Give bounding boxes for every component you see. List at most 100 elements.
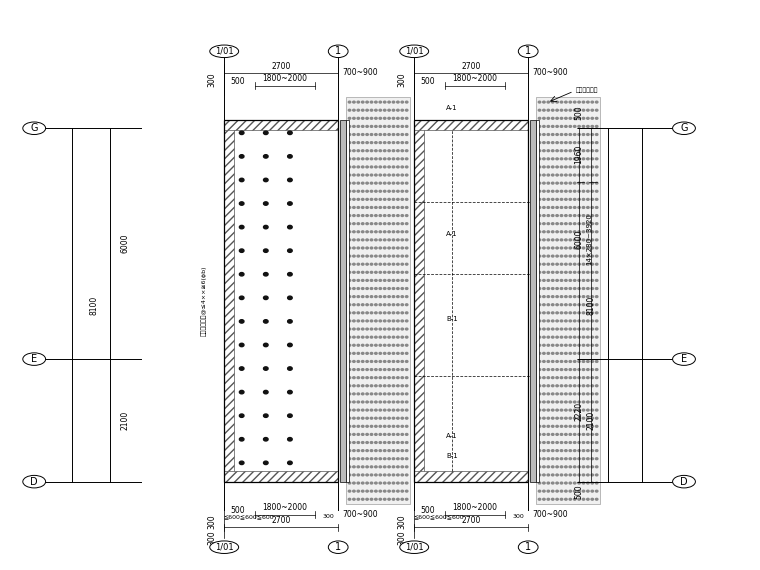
Circle shape bbox=[569, 142, 572, 144]
Circle shape bbox=[397, 490, 399, 492]
Circle shape bbox=[538, 125, 540, 127]
Circle shape bbox=[591, 466, 594, 468]
Circle shape bbox=[582, 117, 584, 119]
Circle shape bbox=[591, 101, 594, 103]
Circle shape bbox=[587, 409, 589, 411]
Text: 2700: 2700 bbox=[461, 516, 481, 525]
Circle shape bbox=[556, 288, 559, 290]
Circle shape bbox=[406, 133, 408, 136]
Circle shape bbox=[357, 133, 359, 136]
Circle shape bbox=[578, 458, 581, 459]
Circle shape bbox=[370, 247, 372, 249]
Circle shape bbox=[578, 434, 581, 435]
Circle shape bbox=[565, 458, 567, 459]
Circle shape bbox=[578, 320, 581, 322]
Circle shape bbox=[366, 442, 369, 443]
Circle shape bbox=[560, 263, 562, 265]
Circle shape bbox=[538, 223, 540, 225]
Text: G: G bbox=[680, 123, 688, 133]
Circle shape bbox=[353, 409, 355, 411]
Circle shape bbox=[348, 442, 350, 443]
Circle shape bbox=[348, 133, 350, 136]
Circle shape bbox=[348, 361, 350, 363]
Circle shape bbox=[375, 409, 377, 411]
Circle shape bbox=[556, 458, 559, 459]
Circle shape bbox=[384, 247, 386, 249]
Circle shape bbox=[552, 133, 554, 136]
Circle shape bbox=[362, 117, 364, 119]
Circle shape bbox=[348, 328, 350, 330]
Circle shape bbox=[392, 352, 394, 355]
Text: A-1: A-1 bbox=[446, 231, 458, 237]
Circle shape bbox=[366, 133, 369, 136]
Circle shape bbox=[596, 247, 598, 249]
Circle shape bbox=[384, 296, 386, 298]
Circle shape bbox=[591, 296, 594, 298]
Circle shape bbox=[388, 150, 391, 152]
Circle shape bbox=[392, 482, 394, 484]
Circle shape bbox=[574, 498, 576, 500]
Circle shape bbox=[362, 166, 364, 168]
Circle shape bbox=[375, 133, 377, 136]
Circle shape bbox=[556, 320, 559, 322]
Circle shape bbox=[406, 101, 408, 103]
Circle shape bbox=[587, 271, 589, 273]
Circle shape bbox=[569, 109, 572, 111]
Circle shape bbox=[552, 385, 554, 386]
Circle shape bbox=[388, 255, 391, 257]
Circle shape bbox=[587, 117, 589, 119]
Circle shape bbox=[392, 442, 394, 443]
Circle shape bbox=[565, 320, 567, 322]
Bar bbox=[340, 120, 346, 482]
Text: ≦600≦600≦600: ≦600≦600≦600 bbox=[413, 515, 464, 519]
Circle shape bbox=[348, 231, 350, 233]
Circle shape bbox=[552, 352, 554, 355]
Circle shape bbox=[353, 498, 355, 500]
Circle shape bbox=[560, 425, 562, 428]
Circle shape bbox=[388, 304, 391, 306]
Circle shape bbox=[596, 255, 598, 257]
Circle shape bbox=[353, 174, 355, 176]
Circle shape bbox=[560, 344, 562, 346]
Circle shape bbox=[379, 239, 382, 241]
Circle shape bbox=[392, 239, 394, 241]
Circle shape bbox=[578, 263, 581, 265]
Circle shape bbox=[397, 312, 399, 314]
Circle shape bbox=[348, 474, 350, 476]
Circle shape bbox=[538, 215, 540, 217]
Circle shape bbox=[574, 328, 576, 330]
Circle shape bbox=[370, 117, 372, 119]
Circle shape bbox=[401, 117, 404, 119]
Circle shape bbox=[565, 377, 567, 378]
Circle shape bbox=[565, 239, 567, 241]
Circle shape bbox=[379, 133, 382, 136]
Circle shape bbox=[401, 482, 404, 484]
Circle shape bbox=[384, 312, 386, 314]
Circle shape bbox=[397, 369, 399, 370]
Circle shape bbox=[362, 239, 364, 241]
Circle shape bbox=[552, 117, 554, 119]
Circle shape bbox=[287, 390, 292, 394]
Circle shape bbox=[239, 414, 244, 417]
Circle shape bbox=[366, 142, 369, 144]
Circle shape bbox=[552, 158, 554, 160]
Circle shape bbox=[552, 190, 554, 192]
Circle shape bbox=[560, 166, 562, 168]
Circle shape bbox=[574, 393, 576, 395]
Circle shape bbox=[264, 178, 268, 182]
Circle shape bbox=[379, 296, 382, 298]
Circle shape bbox=[397, 320, 399, 322]
Circle shape bbox=[397, 223, 399, 225]
Circle shape bbox=[348, 247, 350, 249]
Circle shape bbox=[591, 450, 594, 451]
Circle shape bbox=[574, 458, 576, 459]
Circle shape bbox=[591, 288, 594, 290]
Circle shape bbox=[560, 352, 562, 355]
Circle shape bbox=[366, 150, 369, 152]
Circle shape bbox=[384, 158, 386, 160]
Circle shape bbox=[538, 385, 540, 386]
Circle shape bbox=[565, 434, 567, 435]
Circle shape bbox=[582, 369, 584, 370]
Circle shape bbox=[392, 320, 394, 322]
Circle shape bbox=[552, 182, 554, 184]
